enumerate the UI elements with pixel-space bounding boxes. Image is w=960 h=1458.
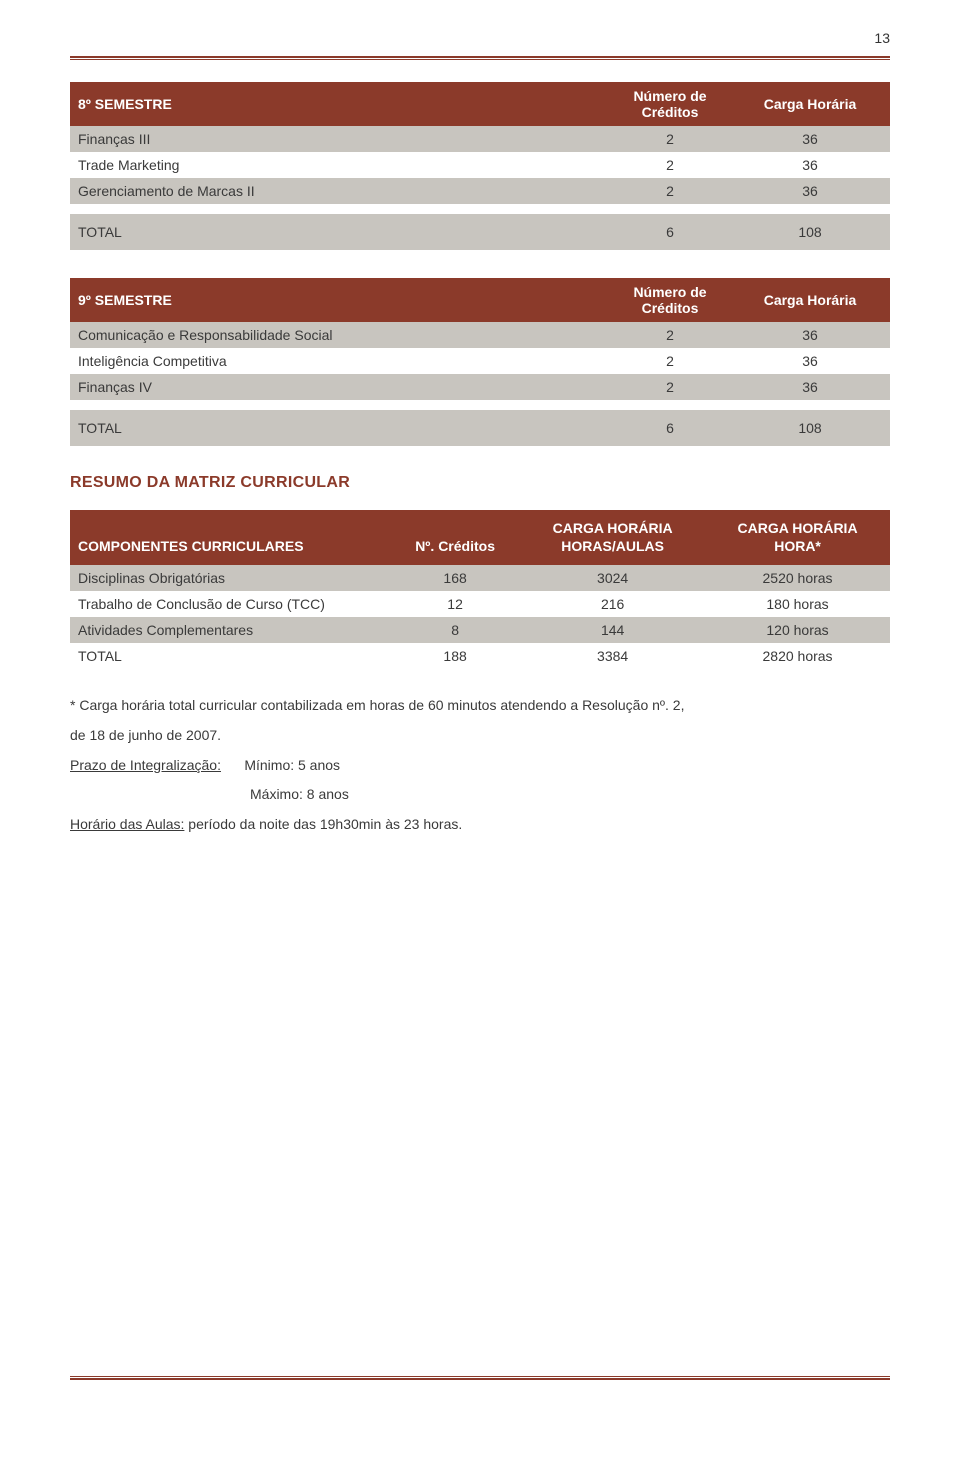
sm-col3-l1: CARGA HORÁRIA	[553, 520, 673, 536]
t9-col-creditos: Número de Créditos	[610, 278, 730, 322]
table-row: Trabalho de Conclusão de Curso (TCC) 12 …	[70, 591, 890, 617]
cell-cred: 188	[390, 643, 520, 669]
note-line2: de 18 de junho de 2007.	[70, 725, 890, 747]
note-prazo: Prazo de Integralização: Mínimo: 5 anos	[70, 755, 890, 777]
cell-carga: 36	[730, 348, 890, 374]
cell-cred: 2	[610, 126, 730, 152]
t8-col-creditos: Número de Créditos	[610, 82, 730, 126]
cell-cred: 2	[610, 178, 730, 204]
cell-hora: 2520 horas	[705, 565, 890, 591]
cell-cred: 2	[610, 322, 730, 348]
sm-col4: CARGA HORÁRIA HORA*	[705, 510, 890, 565]
cell-name: Disciplinas Obrigatórias	[70, 565, 390, 591]
spacer	[70, 400, 890, 410]
sm-col3-l2: HORAS/AULAS	[561, 538, 664, 554]
cell-name: Finanças III	[70, 126, 610, 152]
cell-name: Gerenciamento de Marcas II	[70, 178, 610, 204]
cell-cred: 8	[390, 617, 520, 643]
prazo-min: Mínimo: 5 anos	[244, 757, 340, 773]
table-row: Comunicação e Responsabilidade Social 2 …	[70, 322, 890, 348]
sm-col4-l1: CARGA HORÁRIA	[738, 520, 858, 536]
cell-name: TOTAL	[70, 410, 610, 446]
cell-name: Finanças IV	[70, 374, 610, 400]
cell-name: Trade Marketing	[70, 152, 610, 178]
cell-cred: 2	[610, 374, 730, 400]
table-row-total: TOTAL 6 108	[70, 214, 890, 250]
cell-carga: 36	[730, 152, 890, 178]
sm-col4-l2: HORA*	[774, 538, 821, 554]
sm-col3: CARGA HORÁRIA HORAS/AULAS	[520, 510, 705, 565]
cell-horas: 3384	[520, 643, 705, 669]
cell-carga: 108	[730, 214, 890, 250]
t8-title: 8º SEMESTRE	[70, 82, 610, 126]
horario-label: Horário das Aulas:	[70, 816, 184, 832]
cell-cred: 2	[610, 152, 730, 178]
sm-col1: COMPONENTES CURRICULARES	[70, 510, 390, 565]
prazo-label: Prazo de Integralização:	[70, 757, 221, 773]
t9-col2-l1: Número de	[633, 284, 706, 300]
table-row: Atividades Complementares 8 144 120 hora…	[70, 617, 890, 643]
table-row: Finanças III 2 36	[70, 126, 890, 152]
cell-carga: 36	[730, 126, 890, 152]
cell-hora: 2820 horas	[705, 643, 890, 669]
t8-col2-l1: Número de	[633, 88, 706, 104]
t8-col2-l2: Créditos	[642, 104, 699, 120]
table-row: Disciplinas Obrigatórias 168 3024 2520 h…	[70, 565, 890, 591]
cell-name: TOTAL	[70, 214, 610, 250]
cell-name: Trabalho de Conclusão de Curso (TCC)	[70, 591, 390, 617]
table-row: Trade Marketing 2 36	[70, 152, 890, 178]
cell-horas: 144	[520, 617, 705, 643]
cell-name: Atividades Complementares	[70, 617, 390, 643]
cell-carga: 36	[730, 322, 890, 348]
cell-cred: 2	[610, 348, 730, 374]
spacer	[70, 204, 890, 214]
cell-name: TOTAL	[70, 643, 390, 669]
table-row: Finanças IV 2 36	[70, 374, 890, 400]
bottom-rule	[70, 1376, 890, 1380]
cell-cred: 6	[610, 410, 730, 446]
cell-cred: 168	[390, 565, 520, 591]
prazo-max: Máximo: 8 anos	[70, 784, 890, 806]
cell-carga: 36	[730, 374, 890, 400]
top-rule	[70, 56, 890, 60]
page-number: 13	[70, 30, 890, 46]
table-9-semestre: 9º SEMESTRE Número de Créditos Carga Hor…	[70, 278, 890, 446]
resumo-heading: RESUMO DA MATRIZ CURRICULAR	[70, 474, 890, 492]
cell-carga: 108	[730, 410, 890, 446]
cell-hora: 180 horas	[705, 591, 890, 617]
table-row-total: TOTAL 6 108	[70, 410, 890, 446]
table-8-semestre: 8º SEMESTRE Número de Créditos Carga Hor…	[70, 82, 890, 250]
note-line1: * Carga horária total curricular contabi…	[70, 695, 890, 717]
t8-col-carga: Carga Horária	[730, 82, 890, 126]
cell-horas: 3024	[520, 565, 705, 591]
table-row-total: TOTAL 188 3384 2820 horas	[70, 643, 890, 669]
table-row: Inteligência Competitiva 2 36	[70, 348, 890, 374]
sm-col2: Nº. Créditos	[390, 510, 520, 565]
t9-title: 9º SEMESTRE	[70, 278, 610, 322]
table-resumo: COMPONENTES CURRICULARES Nº. Créditos CA…	[70, 510, 890, 669]
cell-horas: 216	[520, 591, 705, 617]
cell-carga: 36	[730, 178, 890, 204]
note-horario: Horário das Aulas: período da noite das …	[70, 814, 890, 836]
horario-text: período da noite das 19h30min às 23 hora…	[184, 816, 462, 832]
notes-block: * Carga horária total curricular contabi…	[70, 695, 890, 835]
cell-cred: 12	[390, 591, 520, 617]
cell-hora: 120 horas	[705, 617, 890, 643]
t9-col2-l2: Créditos	[642, 300, 699, 316]
cell-cred: 6	[610, 214, 730, 250]
cell-name: Comunicação e Responsabilidade Social	[70, 322, 610, 348]
cell-name: Inteligência Competitiva	[70, 348, 610, 374]
table-row: Gerenciamento de Marcas II 2 36	[70, 178, 890, 204]
t9-col-carga: Carga Horária	[730, 278, 890, 322]
